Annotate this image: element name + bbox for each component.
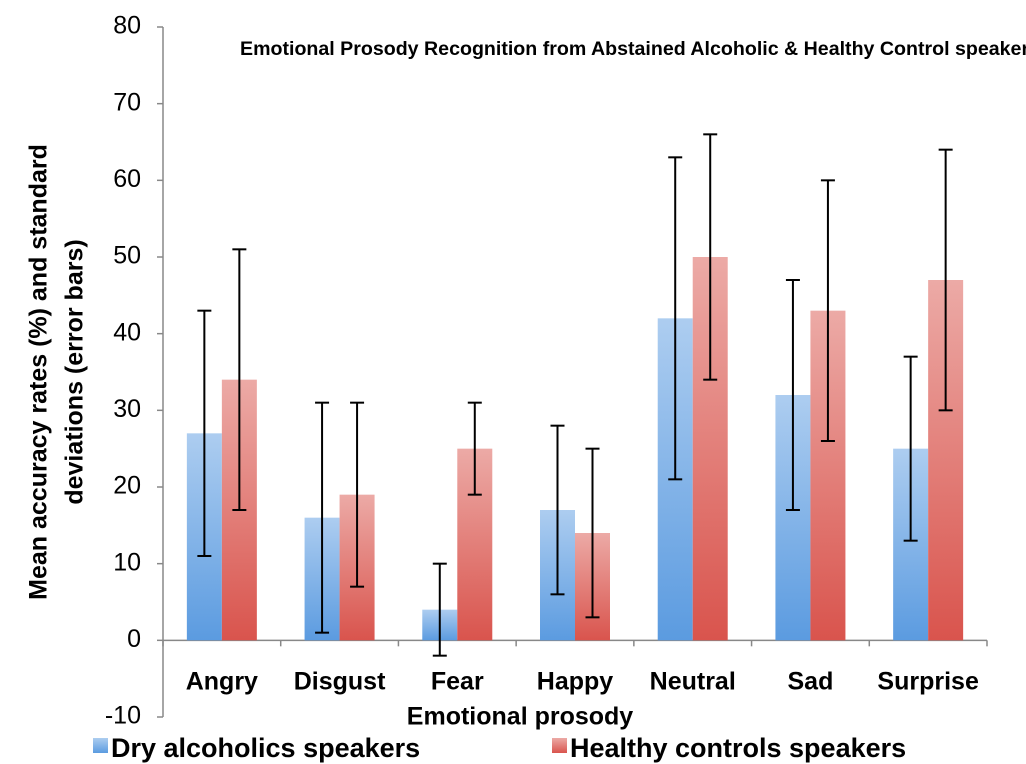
y-tick-label: 80: [113, 12, 141, 40]
error-bar: [668, 156, 683, 481]
y-tick-label: 10: [113, 548, 141, 576]
y-tick-label: 50: [113, 242, 141, 270]
x-tick-label: Happy: [537, 668, 614, 696]
error-bar: [197, 309, 212, 557]
error-bar: [232, 248, 247, 511]
chart-title: Emotional Prosody Recognition from Absta…: [240, 39, 1026, 60]
error-bar: [785, 279, 800, 511]
x-tick-label: Sad: [787, 668, 833, 696]
error-bar: [938, 148, 953, 412]
error-bar: [703, 133, 718, 381]
x-tick-label: Neutral: [650, 668, 736, 696]
error-bar: [550, 424, 565, 596]
y-tick-label: 0: [127, 625, 141, 653]
error-bar: [315, 401, 330, 634]
x-tick-label: Angry: [186, 668, 258, 696]
error-bar: [350, 401, 365, 588]
error-bar: [432, 562, 447, 657]
y-tick-label: 70: [113, 88, 141, 116]
y-axis-label: deviations (error bars): [61, 239, 89, 504]
legend-label: Healthy controls speakers: [570, 733, 906, 763]
error-bar: [903, 355, 918, 542]
x-tick-label: Disgust: [294, 668, 386, 696]
x-tick-label: Surprise: [877, 668, 979, 696]
y-tick-label: 60: [113, 165, 141, 193]
y-tick-label: 30: [113, 395, 141, 423]
y-axis-label: Mean accuracy rates (%) and standard: [25, 144, 53, 600]
y-tick-label: 40: [113, 318, 141, 346]
y-tick-label: 20: [113, 472, 141, 500]
x-tick-label: Fear: [431, 668, 484, 696]
legend-swatch: [552, 738, 567, 753]
x-axis-label: Emotional prosody: [407, 703, 634, 731]
error-bar: [585, 447, 600, 619]
y-tick-label: -10: [105, 702, 141, 730]
legend-swatch: [93, 738, 108, 753]
legend-label: Dry alcoholics speakers: [111, 733, 420, 763]
error-bar: [467, 401, 482, 496]
error-bar: [820, 179, 835, 442]
